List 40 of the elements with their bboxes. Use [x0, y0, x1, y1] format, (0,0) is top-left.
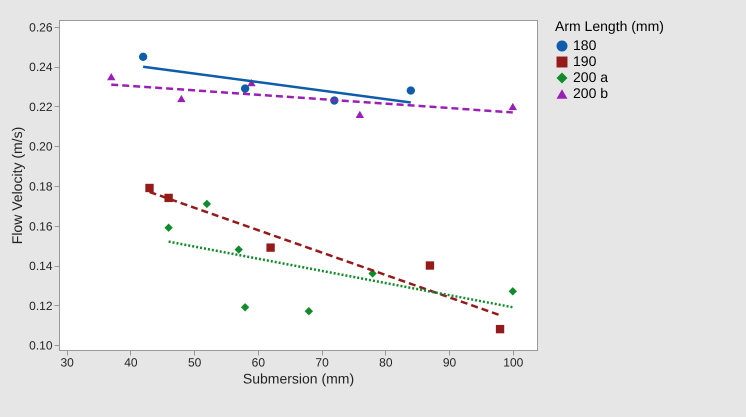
- point: [240, 303, 250, 312]
- point: [304, 307, 314, 316]
- legend-label: 190: [573, 53, 597, 69]
- x-tick-label: 70: [315, 356, 330, 370]
- point: [240, 84, 250, 93]
- y-tick-label: 0.20: [29, 140, 53, 154]
- point: [177, 94, 186, 102]
- y-tick-label: 0.16: [29, 219, 53, 234]
- x-tick-label: 80: [379, 356, 393, 370]
- point: [406, 86, 415, 95]
- point: [107, 73, 116, 80]
- legend-label: 200 b: [573, 85, 608, 101]
- x-tick-label: 90: [442, 356, 457, 370]
- point: [234, 245, 243, 254]
- point: [202, 200, 212, 208]
- x-tick-label: 30: [60, 356, 74, 370]
- legend-label: 180: [573, 37, 597, 53]
- y-axis-title: Flow Velocity (m/s): [9, 126, 26, 244]
- point: [496, 324, 504, 334]
- x-tick-label: 50: [188, 356, 202, 370]
- x-tick-label: 40: [124, 356, 138, 370]
- point: [508, 287, 517, 296]
- y-tick-label: 0.14: [29, 259, 53, 274]
- x-tick-label: 60: [252, 356, 266, 370]
- x-tick-label: 100: [503, 356, 524, 370]
- y-tick-label: 0.10: [29, 338, 53, 353]
- y-tick-label: 0.18: [29, 179, 53, 194]
- y-tick-label: 0.26: [29, 20, 53, 34]
- point: [164, 224, 173, 232]
- legend-label: 200 a: [573, 69, 608, 85]
- point: [508, 102, 517, 110]
- point: [138, 52, 148, 61]
- point: [356, 110, 364, 118]
- y-tick-label: 0.12: [29, 298, 53, 313]
- y-tick-label: 0.24: [29, 60, 53, 74]
- x-axis-title: Submersion (mm): [242, 370, 354, 386]
- y-tick-label: 0.22: [29, 100, 53, 114]
- point: [426, 261, 434, 270]
- point: [266, 243, 275, 252]
- legend-title: Arm Length (mm): [555, 18, 664, 34]
